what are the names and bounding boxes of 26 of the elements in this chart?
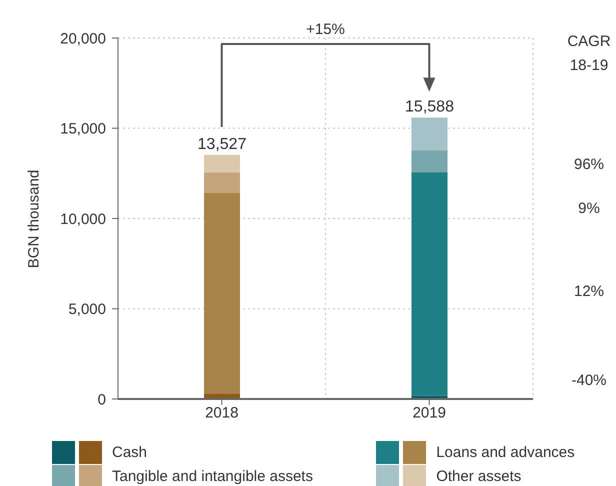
y-tick-label: 20,000: [60, 30, 106, 48]
bar: [204, 193, 240, 394]
y-tick-label: 0: [98, 391, 106, 408]
bar: [204, 154, 240, 172]
x-tick-label: 2018: [205, 404, 238, 422]
bar: [412, 118, 448, 150]
bar: [204, 172, 240, 194]
total-label: 13,527: [198, 136, 247, 153]
legend-label: Cash: [112, 444, 148, 460]
bar: [412, 172, 448, 396]
total-label: 15,588: [405, 98, 454, 116]
legend-label: Other assets: [436, 468, 522, 484]
legend-label: Loans and advances: [436, 444, 575, 460]
text: 9%: [578, 200, 600, 217]
text: -40%: [571, 372, 607, 389]
bar: [412, 150, 448, 172]
legend-label: Tangible and intangible assets: [112, 468, 313, 484]
annotation: +15%: [306, 21, 345, 38]
y-tick-label: 10,000: [60, 210, 106, 228]
y-tick-label: 15,000: [60, 120, 106, 138]
text: CAGR 18-19: [567, 33, 611, 74]
x-tick-label: 2019: [412, 404, 446, 422]
text: 96%: [574, 156, 604, 173]
text: 12%: [574, 283, 604, 300]
y-tick-label: 5,000: [68, 301, 106, 318]
y-axis-title: BGN thousand: [26, 169, 42, 268]
